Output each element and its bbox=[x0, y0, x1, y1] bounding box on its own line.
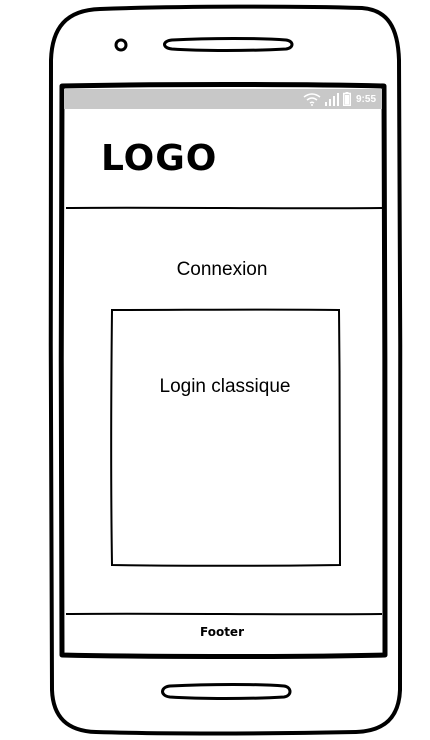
login-box[interactable]: Login classique bbox=[112, 310, 338, 564]
footer: Footer bbox=[64, 614, 382, 651]
phone-body-outline bbox=[48, 4, 403, 736]
header: LOGO bbox=[64, 109, 382, 207]
header-divider bbox=[65, 206, 383, 210]
battery-icon bbox=[342, 92, 351, 106]
login-box-outline bbox=[110, 308, 342, 567]
signal-icon bbox=[324, 92, 339, 106]
camera-icon bbox=[114, 38, 128, 52]
footer-divider bbox=[65, 612, 383, 616]
logo[interactable]: LOGO bbox=[101, 138, 218, 179]
status-time: 9:55 bbox=[355, 93, 376, 105]
login-box-label: Login classique bbox=[159, 376, 291, 397]
status-bar: 9:55 bbox=[64, 89, 382, 109]
screen: 9:55 LOGO Connexion Login classique Foot… bbox=[64, 84, 382, 655]
screen-border bbox=[58, 82, 388, 659]
speaker-icon bbox=[163, 37, 294, 52]
page-title: Connexion bbox=[176, 259, 268, 280]
home-button[interactable] bbox=[161, 683, 292, 700]
footer-label: Footer bbox=[200, 625, 244, 639]
status-icons: 9:55 bbox=[303, 91, 376, 107]
wifi-icon bbox=[303, 92, 321, 106]
